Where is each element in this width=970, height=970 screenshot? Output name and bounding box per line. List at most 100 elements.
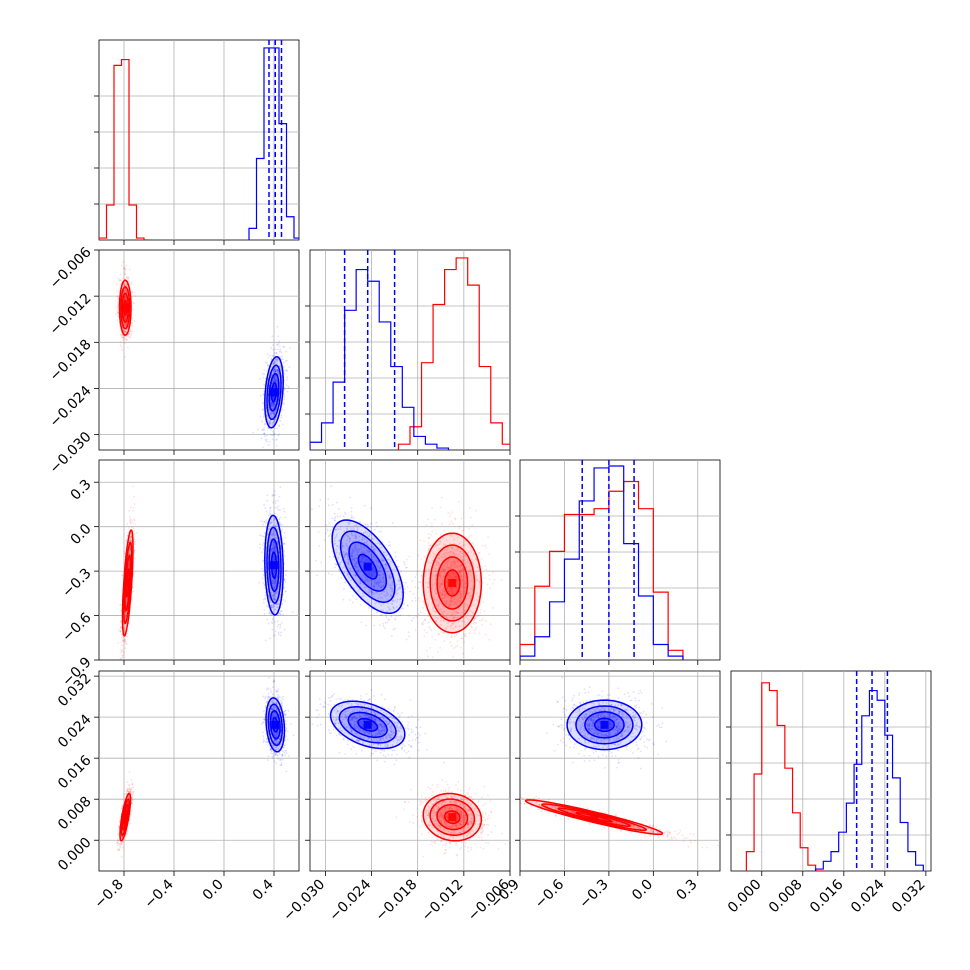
sample-point — [454, 616, 456, 619]
sample-point — [456, 531, 459, 534]
sample-point — [269, 422, 272, 424]
sample-point — [269, 507, 271, 510]
sample-point — [274, 374, 277, 377]
sample-point — [273, 380, 275, 383]
sample-point — [280, 370, 283, 372]
sample-point — [280, 357, 283, 360]
sample-point — [273, 432, 276, 435]
sample-point — [412, 617, 415, 619]
sample-point — [267, 444, 270, 447]
sample-point — [274, 630, 277, 633]
sample-point — [471, 647, 474, 650]
sample-point — [463, 641, 465, 643]
sample-point — [462, 592, 465, 595]
sample-point — [438, 585, 441, 588]
sample-point — [276, 606, 279, 609]
sample-point — [272, 534, 274, 537]
sample-point — [268, 637, 271, 640]
sample-point — [116, 311, 119, 313]
sample-point — [272, 354, 275, 357]
sample-point — [272, 547, 275, 550]
sample-point — [262, 393, 265, 396]
sample-point — [470, 551, 472, 553]
sample-point — [266, 364, 269, 367]
sample-point — [268, 611, 271, 614]
sample-point — [443, 565, 446, 568]
sample-point — [277, 370, 280, 373]
sample-point — [435, 616, 438, 619]
sample-point — [131, 295, 134, 298]
sample-point — [271, 606, 273, 609]
sample-point — [272, 524, 274, 527]
sample-point — [482, 600, 485, 603]
sample-point — [385, 616, 388, 618]
sample-point — [274, 506, 277, 509]
sample-point — [274, 546, 277, 549]
sample-point — [128, 562, 130, 565]
sample-point — [500, 579, 503, 582]
sample-point — [445, 552, 447, 554]
sample-point — [484, 577, 486, 579]
sample-point — [261, 372, 264, 375]
sample-point — [133, 571, 136, 573]
sample-point — [430, 522, 433, 525]
sample-point — [275, 369, 278, 372]
sample-point — [435, 575, 438, 578]
sample-point — [443, 599, 446, 602]
sample-point — [456, 644, 459, 647]
sample-point — [461, 552, 464, 554]
sample-point — [270, 606, 273, 609]
sample-point — [123, 628, 126, 630]
sample-point — [268, 422, 271, 425]
sample-point — [278, 522, 281, 525]
sample-point — [263, 597, 266, 599]
sample-point — [272, 519, 275, 522]
sample-point — [273, 386, 276, 389]
sample-point — [273, 547, 275, 550]
sample-point — [277, 499, 280, 502]
sample-point — [129, 550, 131, 553]
sample-point — [130, 599, 133, 601]
sample-point — [276, 620, 279, 623]
sample-point — [426, 649, 429, 652]
sample-point — [272, 580, 275, 582]
sample-point — [275, 580, 278, 583]
sample-point — [272, 549, 275, 552]
sample-point — [125, 663, 127, 665]
sample-point — [119, 279, 122, 282]
sample-point — [122, 664, 124, 666]
sample-point — [125, 597, 128, 600]
sample-point — [126, 334, 129, 337]
sample-point — [116, 283, 119, 285]
sample-point — [128, 561, 131, 564]
sample-point — [427, 655, 429, 658]
sample-point — [273, 547, 276, 550]
sample-point — [274, 375, 277, 378]
sample-point — [271, 535, 273, 538]
sample-point — [433, 575, 436, 577]
sample-point — [275, 583, 278, 586]
sample-point — [265, 510, 268, 513]
sample-point — [484, 544, 486, 547]
sample-point — [122, 267, 125, 270]
sample-point — [283, 531, 286, 534]
sample-point — [275, 378, 278, 381]
sample-point — [477, 551, 480, 554]
sample-point — [493, 578, 496, 581]
sample-point — [266, 534, 269, 536]
sample-point — [450, 611, 452, 613]
sample-point — [274, 375, 276, 378]
sample-point — [276, 369, 279, 372]
sample-point — [451, 622, 454, 625]
sample-point — [264, 377, 267, 380]
sample-point — [459, 600, 461, 603]
sample-point — [276, 325, 279, 328]
sample-point — [129, 540, 132, 542]
sample-point — [132, 527, 135, 530]
sample-point — [414, 586, 417, 588]
sample-point — [261, 420, 263, 423]
sample-point — [274, 378, 277, 381]
sample-point — [124, 287, 127, 290]
sample-point — [271, 422, 274, 425]
sample-point — [411, 599, 414, 602]
